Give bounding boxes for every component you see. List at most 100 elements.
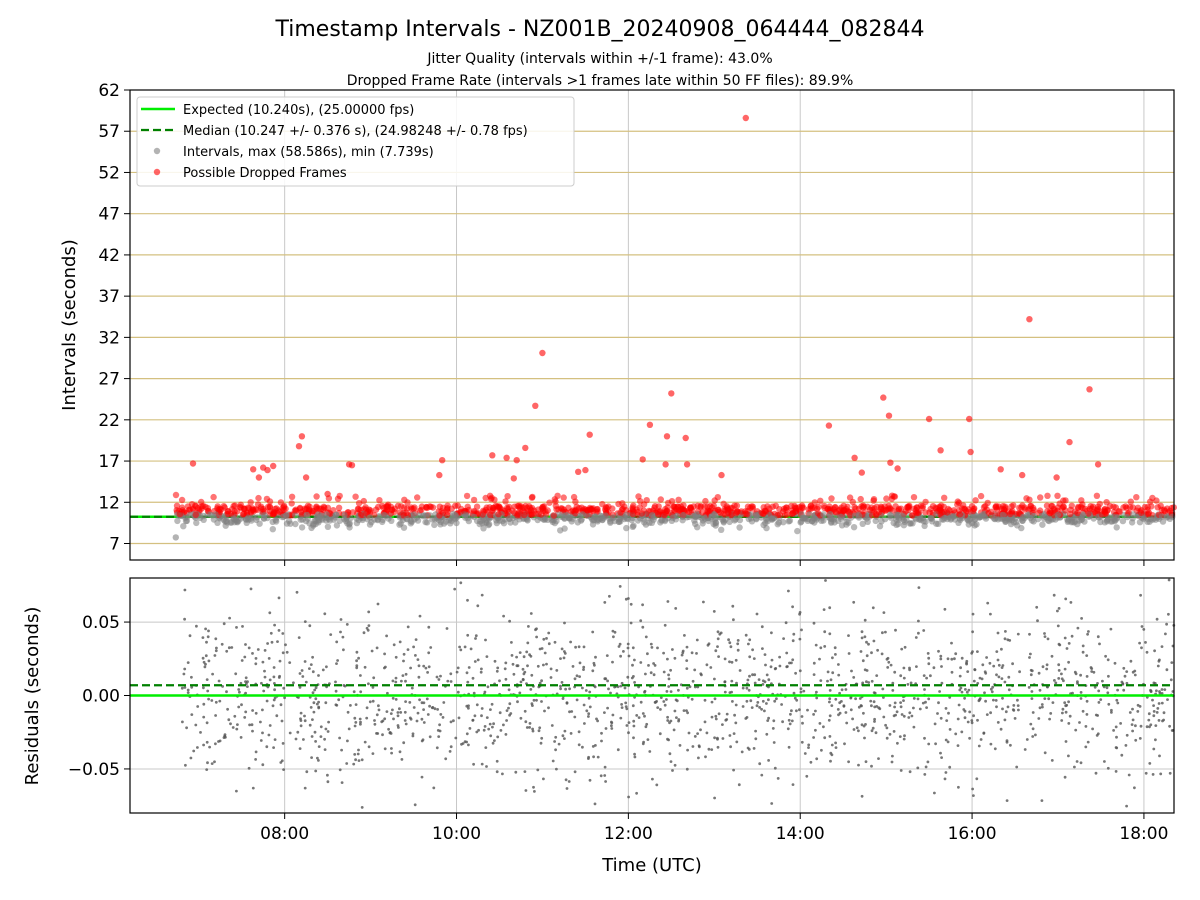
residual-point [959,686,963,690]
residuals-xtick-label: 08:00 [260,824,309,844]
residual-point [254,662,258,666]
residual-point [902,714,906,718]
residual-point [384,665,387,669]
dropped-frame-point [288,500,295,507]
residual-point [728,691,732,694]
dropped-frame-point [662,509,669,516]
residual-point [312,710,316,714]
residual-point [246,680,249,684]
residual-point [471,676,475,680]
dropped-frame-point [1054,492,1061,499]
residual-point [725,718,729,721]
residual-point [263,675,267,679]
residual-point [721,737,725,740]
residual-point [865,640,868,644]
residual-point [186,691,190,694]
residual-point [947,711,950,715]
residual-point [458,645,461,649]
residual-point [418,614,422,618]
dropped-frame-outlier [324,490,331,498]
residual-point [196,705,200,708]
dropped-frame-point [707,502,714,510]
residual-point [889,663,893,667]
residual-point [272,746,275,749]
interval-point [330,516,337,523]
residual-point [484,746,488,749]
residual-point [1084,725,1088,728]
interval-point [893,511,900,518]
residual-point [456,666,460,670]
interval-point [431,521,438,529]
residual-point [892,714,896,718]
residual-point [967,688,971,692]
dropped-frame-outlier [937,447,944,454]
interval-point [227,518,235,525]
residual-point [747,642,750,646]
residuals-xlabel: Time (UTC) [601,855,702,876]
dropped-frame-point [487,511,494,518]
residual-point [1154,724,1158,727]
residual-point [924,765,928,769]
residual-point [950,641,953,645]
residual-point [390,751,393,755]
residual-point [758,706,761,709]
dropped-frame-point [493,503,501,510]
residual-point [213,760,216,764]
residual-point [705,663,709,667]
residual-point [338,736,341,740]
residual-point [814,709,817,713]
residual-point [587,696,591,700]
residual-point [863,618,867,622]
residual-point [383,747,387,751]
residual-point [717,655,720,658]
residual-point [560,647,564,651]
dropped-frame-point [815,510,822,517]
residual-point [1093,685,1097,689]
legend: Expected (10.240s), (25.00000 fps) Media… [136,96,575,187]
dropped-frame-point [1074,509,1081,517]
residual-point [922,674,926,677]
residual-point [422,701,426,705]
residual-point [362,631,366,635]
residual-point [1107,702,1111,706]
subtitle-dropped: Dropped Frame Rate (intervals >1 frames … [347,73,854,89]
residual-point [800,628,803,632]
residual-point [371,686,375,689]
residual-point [713,697,717,701]
residual-point [943,607,947,611]
residual-point [1085,699,1089,703]
residual-point [710,715,714,719]
residual-point [377,708,381,712]
dropped-frame-outlier [663,433,671,440]
residual-point [1140,625,1144,628]
residual-point [836,708,840,711]
residual-point [672,728,676,732]
residual-point [396,714,400,718]
residual-point [279,703,283,707]
interval-point [901,518,908,525]
residual-point [983,691,986,695]
dropped-frame-outlier [264,466,271,474]
residual-point [1056,624,1060,628]
residual-point [847,634,850,637]
residual-point [1158,691,1162,695]
residual-point [270,640,274,644]
interval-point [1002,516,1009,524]
residual-point [452,719,455,723]
residual-point [366,628,370,632]
residual-point [565,787,569,790]
residual-point [355,666,359,670]
residual-point [733,713,736,717]
residual-point [829,678,833,682]
dropped-frame-point [1067,510,1074,518]
residual-point [553,740,556,743]
residual-point [812,736,815,739]
residual-point [950,657,954,661]
residual-point [398,640,402,644]
dropped-frame-point [1010,502,1017,509]
interval-point [818,517,825,524]
residual-point [324,727,328,731]
residual-point [875,705,879,708]
residual-point [575,674,579,678]
residual-point [535,698,538,702]
